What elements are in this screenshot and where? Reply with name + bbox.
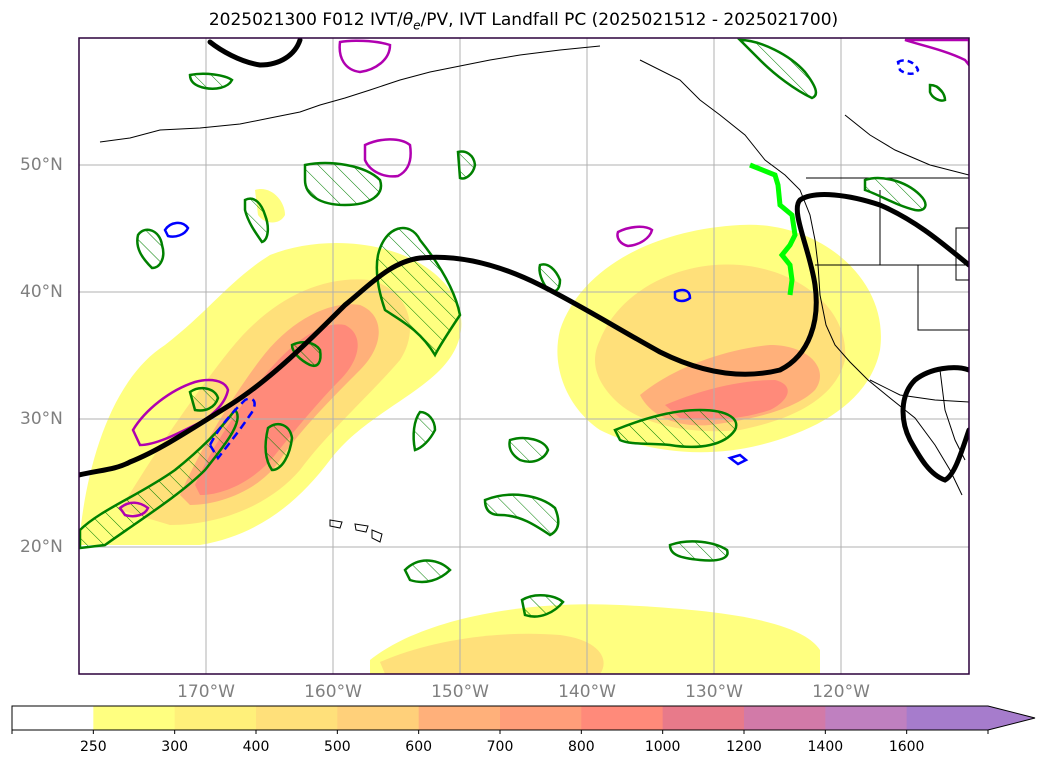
colorbar-level-label: 300 <box>161 739 189 755</box>
landfall-line <box>749 162 798 296</box>
colorbar-cell <box>744 706 826 730</box>
colorbar-level-label: 250 <box>79 739 107 755</box>
colorbar-level-label: 500 <box>323 739 351 755</box>
ivt-colorbar <box>11 705 1036 734</box>
title-theta-sub: e <box>413 18 421 33</box>
colorbar-level-label: 1200 <box>726 739 762 755</box>
lon-label-140w: 140°W <box>558 682 616 702</box>
map-title: 2025021300 F012 IVT/θe/PV, IVT Landfall … <box>0 10 1047 32</box>
colorbar-level-label: 800 <box>567 739 595 755</box>
colorbar-cell <box>662 706 745 730</box>
colorbar-level-label: 1600 <box>888 739 925 755</box>
lon-label-150w: 150°W <box>431 682 489 702</box>
colorbar-cell <box>12 706 94 730</box>
colorbar-cell <box>500 706 582 730</box>
colorbar-level-label: 600 <box>405 739 433 755</box>
colorbar-cell <box>418 706 501 730</box>
colorbar-cell <box>256 706 338 730</box>
colorbar-cell <box>93 706 176 730</box>
gridlines <box>79 38 969 674</box>
lat-label-20n: 20°N <box>20 537 63 557</box>
lat-label-50n: 50°N <box>20 155 63 175</box>
coastlines <box>99 45 969 543</box>
colorbar-level-label: 1400 <box>807 739 844 755</box>
colorbar-cell <box>337 706 420 730</box>
lon-label-120w: 120°W <box>812 682 870 702</box>
lat-label-40n: 40°N <box>20 282 63 302</box>
title-prefix: 2025021300 F012 IVT/ <box>208 10 403 30</box>
colorbar-cell <box>906 706 989 730</box>
lon-label-130w: 130°W <box>685 682 743 702</box>
lon-label-170w: 170°W <box>177 682 235 702</box>
colorbar-cells <box>11 706 1035 734</box>
lon-label-160w: 160°W <box>304 682 362 702</box>
colorbar-level-label: 400 <box>242 739 270 755</box>
title-suffix: /PV, IVT Landfall PC (2025021512 - 20250… <box>420 10 839 30</box>
colorbar-extend-arrow <box>988 706 1035 730</box>
pv-contours <box>79 38 947 618</box>
title-theta: θ <box>402 10 414 30</box>
colorbar-level-label: 700 <box>486 739 514 755</box>
colorbar-cell <box>825 706 908 730</box>
theta-e-contours <box>118 38 969 518</box>
ivt-shading <box>79 189 881 674</box>
colorbar-level-label: 1000 <box>644 739 681 755</box>
colorbar-outline <box>11 705 1036 731</box>
blue-contours <box>163 59 920 466</box>
colorbar-cell <box>174 706 257 730</box>
lat-label-30n: 30°N <box>20 409 63 429</box>
colorbar-cell <box>581 706 664 730</box>
jet-contour <box>79 38 969 483</box>
map-frame <box>78 37 970 675</box>
ivt-map <box>78 37 970 675</box>
